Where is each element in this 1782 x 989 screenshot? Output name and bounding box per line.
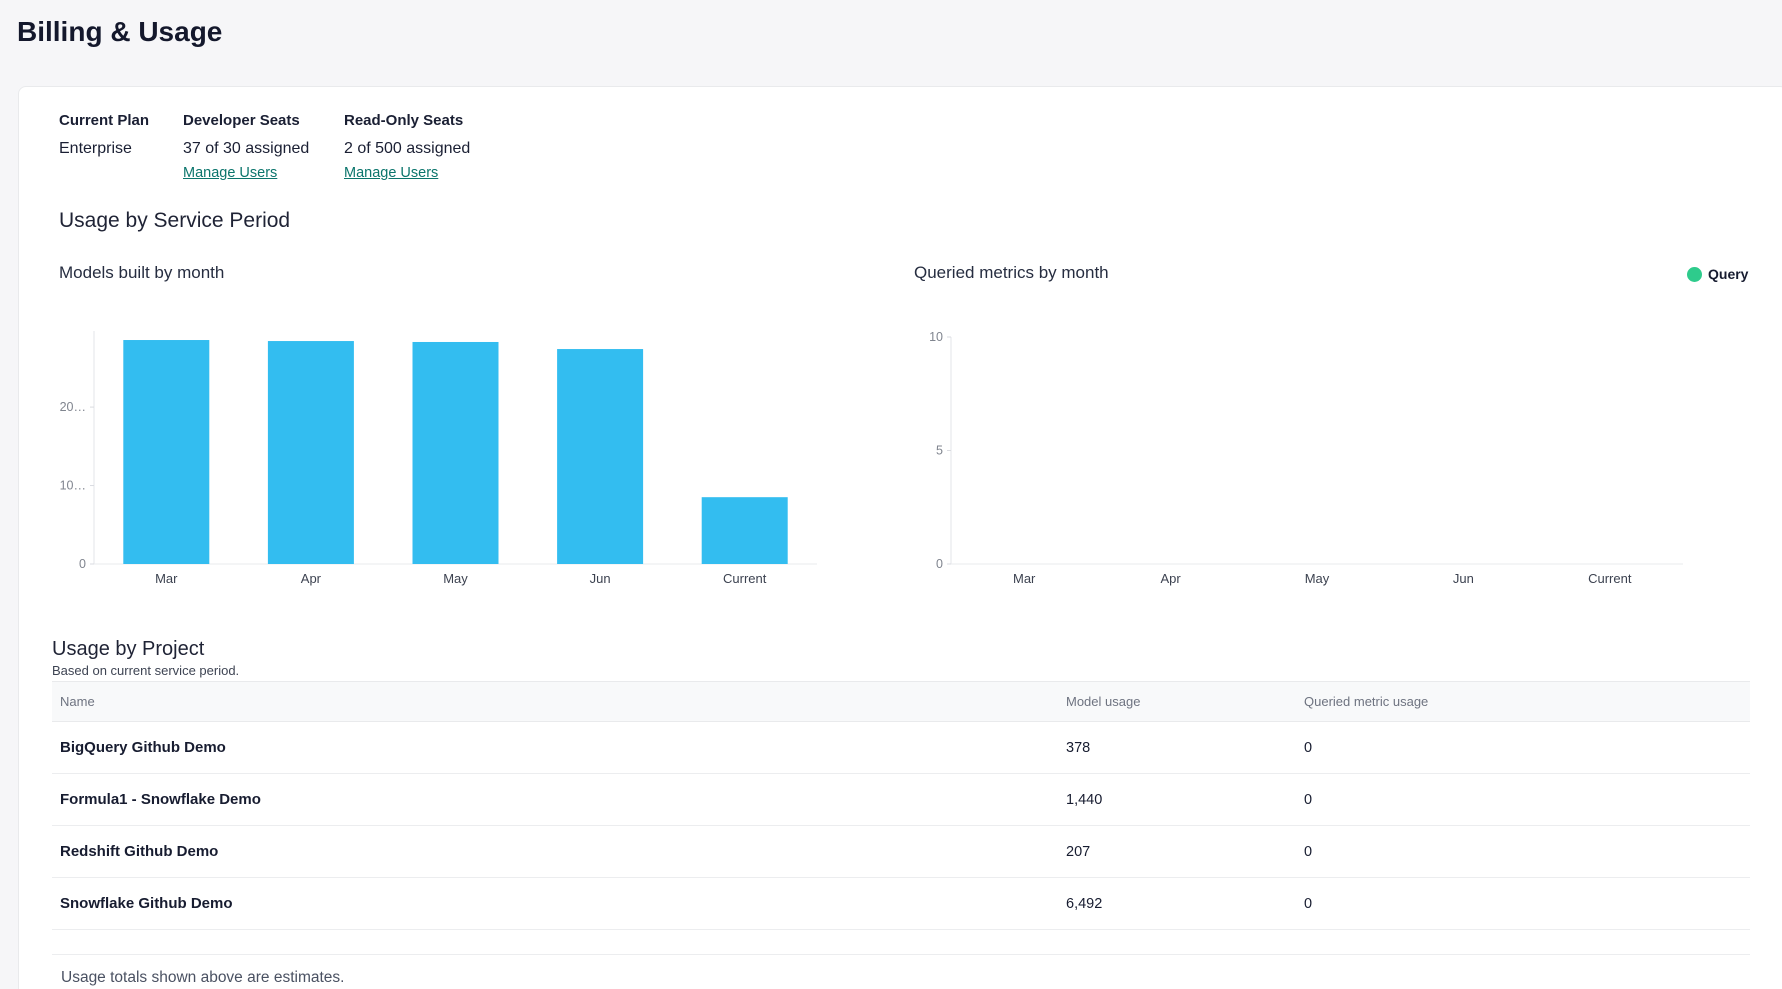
- manage-users-link-developer[interactable]: Manage Users: [183, 165, 278, 181]
- model-usage-cell: 1,440: [1058, 773, 1296, 826]
- developer-seats-value: 37 of 30 assigned: [183, 140, 310, 157]
- bar-may: [412, 341, 499, 564]
- queried-metric-usage-cell: 0: [1296, 825, 1750, 878]
- usage-by-project-table: Name Model usage Queried metric usage Bi…: [52, 681, 1750, 955]
- project-name-cell: Redshift Github Demo: [52, 825, 1058, 878]
- usage-by-project-title: Usage by Project: [52, 638, 205, 660]
- readonly-seats-column: Read-Only Seats 2 of 500 assigned Manage…: [344, 112, 470, 182]
- model-usage-cell: 6,492: [1058, 877, 1296, 930]
- bar-mar: [123, 340, 210, 564]
- project-name-cell: BigQuery Github Demo: [52, 721, 1058, 774]
- x-axis-label: May: [443, 571, 468, 586]
- current-plan-value: Enterprise: [59, 140, 132, 157]
- y-tick-label: 0: [936, 557, 943, 571]
- current-plan-label: Current Plan: [59, 112, 150, 129]
- readonly-seats-value: 2 of 500 assigned: [344, 140, 471, 157]
- x-axis-label: Jun: [590, 571, 611, 586]
- column-header-name: Name: [60, 694, 95, 709]
- x-axis-label: Mar: [155, 571, 178, 586]
- project-name-cell: Snowflake Github Demo: [52, 877, 1058, 930]
- x-axis-label: Apr: [301, 571, 322, 586]
- y-tick-label: 0: [79, 557, 86, 571]
- table-row: Snowflake Github Demo 6,492 0: [52, 877, 1750, 930]
- x-axis-label: Mar: [1013, 571, 1036, 586]
- query-legend-dot-icon: [1687, 266, 1702, 282]
- table-header-row: Name Model usage Queried metric usage: [52, 681, 1750, 722]
- developer-seats-label: Developer Seats: [183, 112, 300, 129]
- x-axis-label: Current: [1588, 571, 1632, 586]
- column-header-queried-metric-usage: Queried metric usage: [1304, 694, 1429, 709]
- table-empty-row: [52, 929, 1750, 955]
- usage-by-project-subtitle: Based on current service period.: [52, 663, 240, 678]
- usage-by-service-period-title: Usage by Service Period: [59, 209, 291, 232]
- y-tick-label: 20…: [60, 400, 86, 414]
- developer-seats-column: Developer Seats 37 of 30 assigned Manage…: [183, 112, 309, 182]
- usage-by-project-section: Usage by Project Based on current servic…: [52, 638, 1750, 987]
- table-row: Formula1 - Snowflake Demo 1,440 0: [52, 773, 1750, 826]
- x-axis-label: Jun: [1453, 571, 1474, 586]
- queried-metric-usage-cell: 0: [1296, 773, 1750, 826]
- page-title: Billing & Usage: [17, 16, 223, 47]
- column-header-model-usage: Model usage: [1066, 694, 1141, 709]
- model-usage-cell: 207: [1058, 825, 1296, 878]
- x-axis-label: Apr: [1160, 571, 1181, 586]
- queried-metric-usage-cell: 0: [1296, 721, 1750, 774]
- y-tick-label: 10: [929, 330, 943, 344]
- y-tick-label: 5: [936, 444, 943, 458]
- y-tick-label: 10…: [60, 479, 86, 493]
- current-plan-column: Current Plan Enterprise: [59, 112, 149, 158]
- readonly-seats-label: Read-Only Seats: [344, 112, 464, 129]
- queried-metrics-chart: 0 5 10 Mar Apr May Jun Current: [929, 330, 1683, 586]
- project-name-cell: Formula1 - Snowflake Demo: [52, 773, 1058, 826]
- table-row: BigQuery Github Demo 378 0: [52, 721, 1750, 774]
- x-axis-label: May: [1305, 571, 1330, 586]
- queried-metrics-chart-title: Queried metrics by month: [914, 263, 1109, 282]
- table-row: Redshift Github Demo 207 0: [52, 825, 1750, 878]
- queried-metric-usage-cell: 0: [1296, 877, 1750, 930]
- models-built-chart: 0 10… 20… Mar Apr May Jun Current: [60, 331, 817, 586]
- bar-jun: [557, 349, 644, 564]
- models-built-chart-title: Models built by month: [59, 263, 225, 282]
- usage-estimate-note: Usage totals shown above are estimates.: [61, 969, 345, 986]
- x-axis-label: Current: [723, 571, 767, 586]
- query-legend-label: Query: [1708, 266, 1749, 282]
- bar-current: [701, 497, 788, 564]
- query-legend: Query: [1687, 266, 1748, 282]
- bar-apr: [267, 341, 354, 564]
- manage-users-link-readonly[interactable]: Manage Users: [344, 165, 439, 181]
- billing-card: Current Plan Enterprise Developer Seats …: [18, 86, 1782, 989]
- model-usage-cell: 378: [1058, 721, 1296, 774]
